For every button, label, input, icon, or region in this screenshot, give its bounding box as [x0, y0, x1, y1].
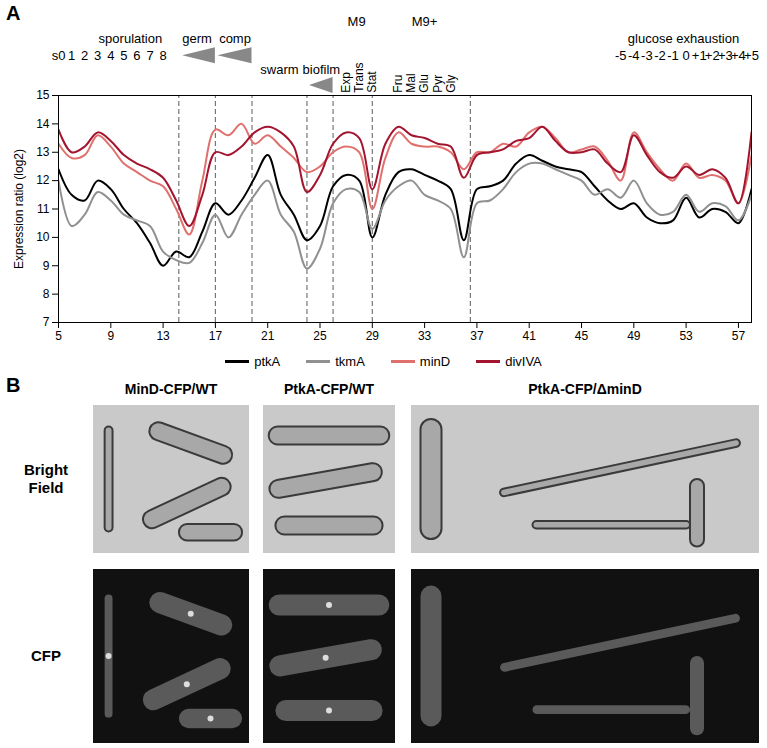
svg-text:Trans: Trans	[352, 62, 366, 92]
svg-text:PtkA-CFP/ΔminD: PtkA-CFP/ΔminD	[528, 381, 642, 397]
html-text:divIVA: divIVA	[505, 353, 542, 369]
svg-text:Fru: Fru	[391, 75, 405, 93]
svg-text:Expression ratio (log2): Expression ratio (log2)	[12, 149, 26, 269]
svg-text:CFP: CFP	[31, 647, 61, 664]
html-text:minD: minD	[419, 353, 451, 369]
svg-text:Gly: Gly	[444, 75, 458, 93]
svg-text:Stat: Stat	[365, 71, 379, 93]
svg-text:0: 0	[683, 48, 690, 63]
svg-text:+5: +5	[744, 48, 759, 63]
svg-text:9: 9	[107, 329, 114, 343]
svg-text:12: 12	[36, 173, 50, 187]
svg-text:Mal: Mal	[404, 73, 418, 92]
svg-text:15: 15	[36, 88, 50, 102]
svg-text:germ: germ	[182, 31, 212, 46]
svg-text:10: 10	[36, 230, 50, 244]
html-text:A: A	[6, 2, 21, 24]
svg-text:14: 14	[36, 117, 50, 131]
svg-text:biofilm: biofilm	[303, 62, 341, 77]
svg-text:53: 53	[679, 329, 693, 343]
svg-text:s0: s0	[52, 48, 66, 63]
svg-text:Glu: Glu	[417, 74, 431, 93]
svg-text:-1: -1	[667, 48, 679, 63]
svg-text:49: 49	[627, 329, 641, 343]
svg-text:sporulation: sporulation	[99, 31, 163, 46]
svg-text:8: 8	[159, 48, 166, 63]
svg-text:11: 11	[37, 202, 50, 216]
svg-text:7: 7	[43, 315, 50, 329]
svg-text:2: 2	[81, 48, 88, 63]
html-text:ptkA: ptkA	[254, 353, 281, 369]
svg-text:Exp: Exp	[339, 72, 353, 93]
html-text:tkmA: tkmA	[335, 353, 365, 369]
svg-text:-5: -5	[615, 48, 627, 63]
svg-text:41: 41	[523, 329, 537, 343]
svg-text:M9: M9	[348, 14, 366, 29]
svg-text:+1: +1	[691, 47, 707, 63]
svg-text:57: 57	[732, 329, 746, 343]
svg-text:8: 8	[43, 287, 50, 301]
svg-text:-4: -4	[628, 48, 640, 63]
svg-text:3: 3	[94, 48, 101, 63]
svg-text:B: B	[6, 374, 20, 396]
svg-text:21: 21	[261, 329, 275, 343]
svg-text:6: 6	[133, 48, 140, 63]
svg-text:4: 4	[107, 48, 114, 63]
svg-text:29: 29	[366, 329, 380, 343]
svg-text:-2: -2	[654, 48, 666, 63]
svg-text:swarm: swarm	[260, 62, 298, 77]
svg-text:17: 17	[209, 329, 223, 343]
svg-text:33: 33	[418, 329, 432, 343]
svg-text:M9+: M9+	[412, 14, 438, 29]
svg-text:BrightField: BrightField	[24, 461, 68, 496]
svg-text:Pyr: Pyr	[431, 75, 445, 93]
svg-text:+2: +2	[704, 47, 720, 63]
html-text:+3 +4: +3 +4	[717, 47, 746, 63]
svg-text:1: 1	[68, 48, 75, 63]
svg-text:7: 7	[146, 48, 153, 63]
svg-text:45: 45	[575, 329, 589, 343]
svg-text:9: 9	[43, 259, 50, 273]
svg-text:-3: -3	[641, 48, 653, 63]
svg-text:glucose exhaustion: glucose exhaustion	[628, 31, 739, 46]
svg-text:13: 13	[36, 145, 50, 159]
svg-text:MinD-CFP/WT: MinD-CFP/WT	[125, 381, 218, 397]
svg-text:comp: comp	[219, 31, 251, 46]
svg-text:37: 37	[470, 329, 484, 343]
svg-text:PtkA-CFP/WT: PtkA-CFP/WT	[284, 381, 375, 397]
svg-text:13: 13	[156, 329, 170, 343]
svg-text:5: 5	[120, 48, 127, 63]
svg-text:5: 5	[55, 329, 62, 343]
svg-text:25: 25	[313, 329, 327, 343]
